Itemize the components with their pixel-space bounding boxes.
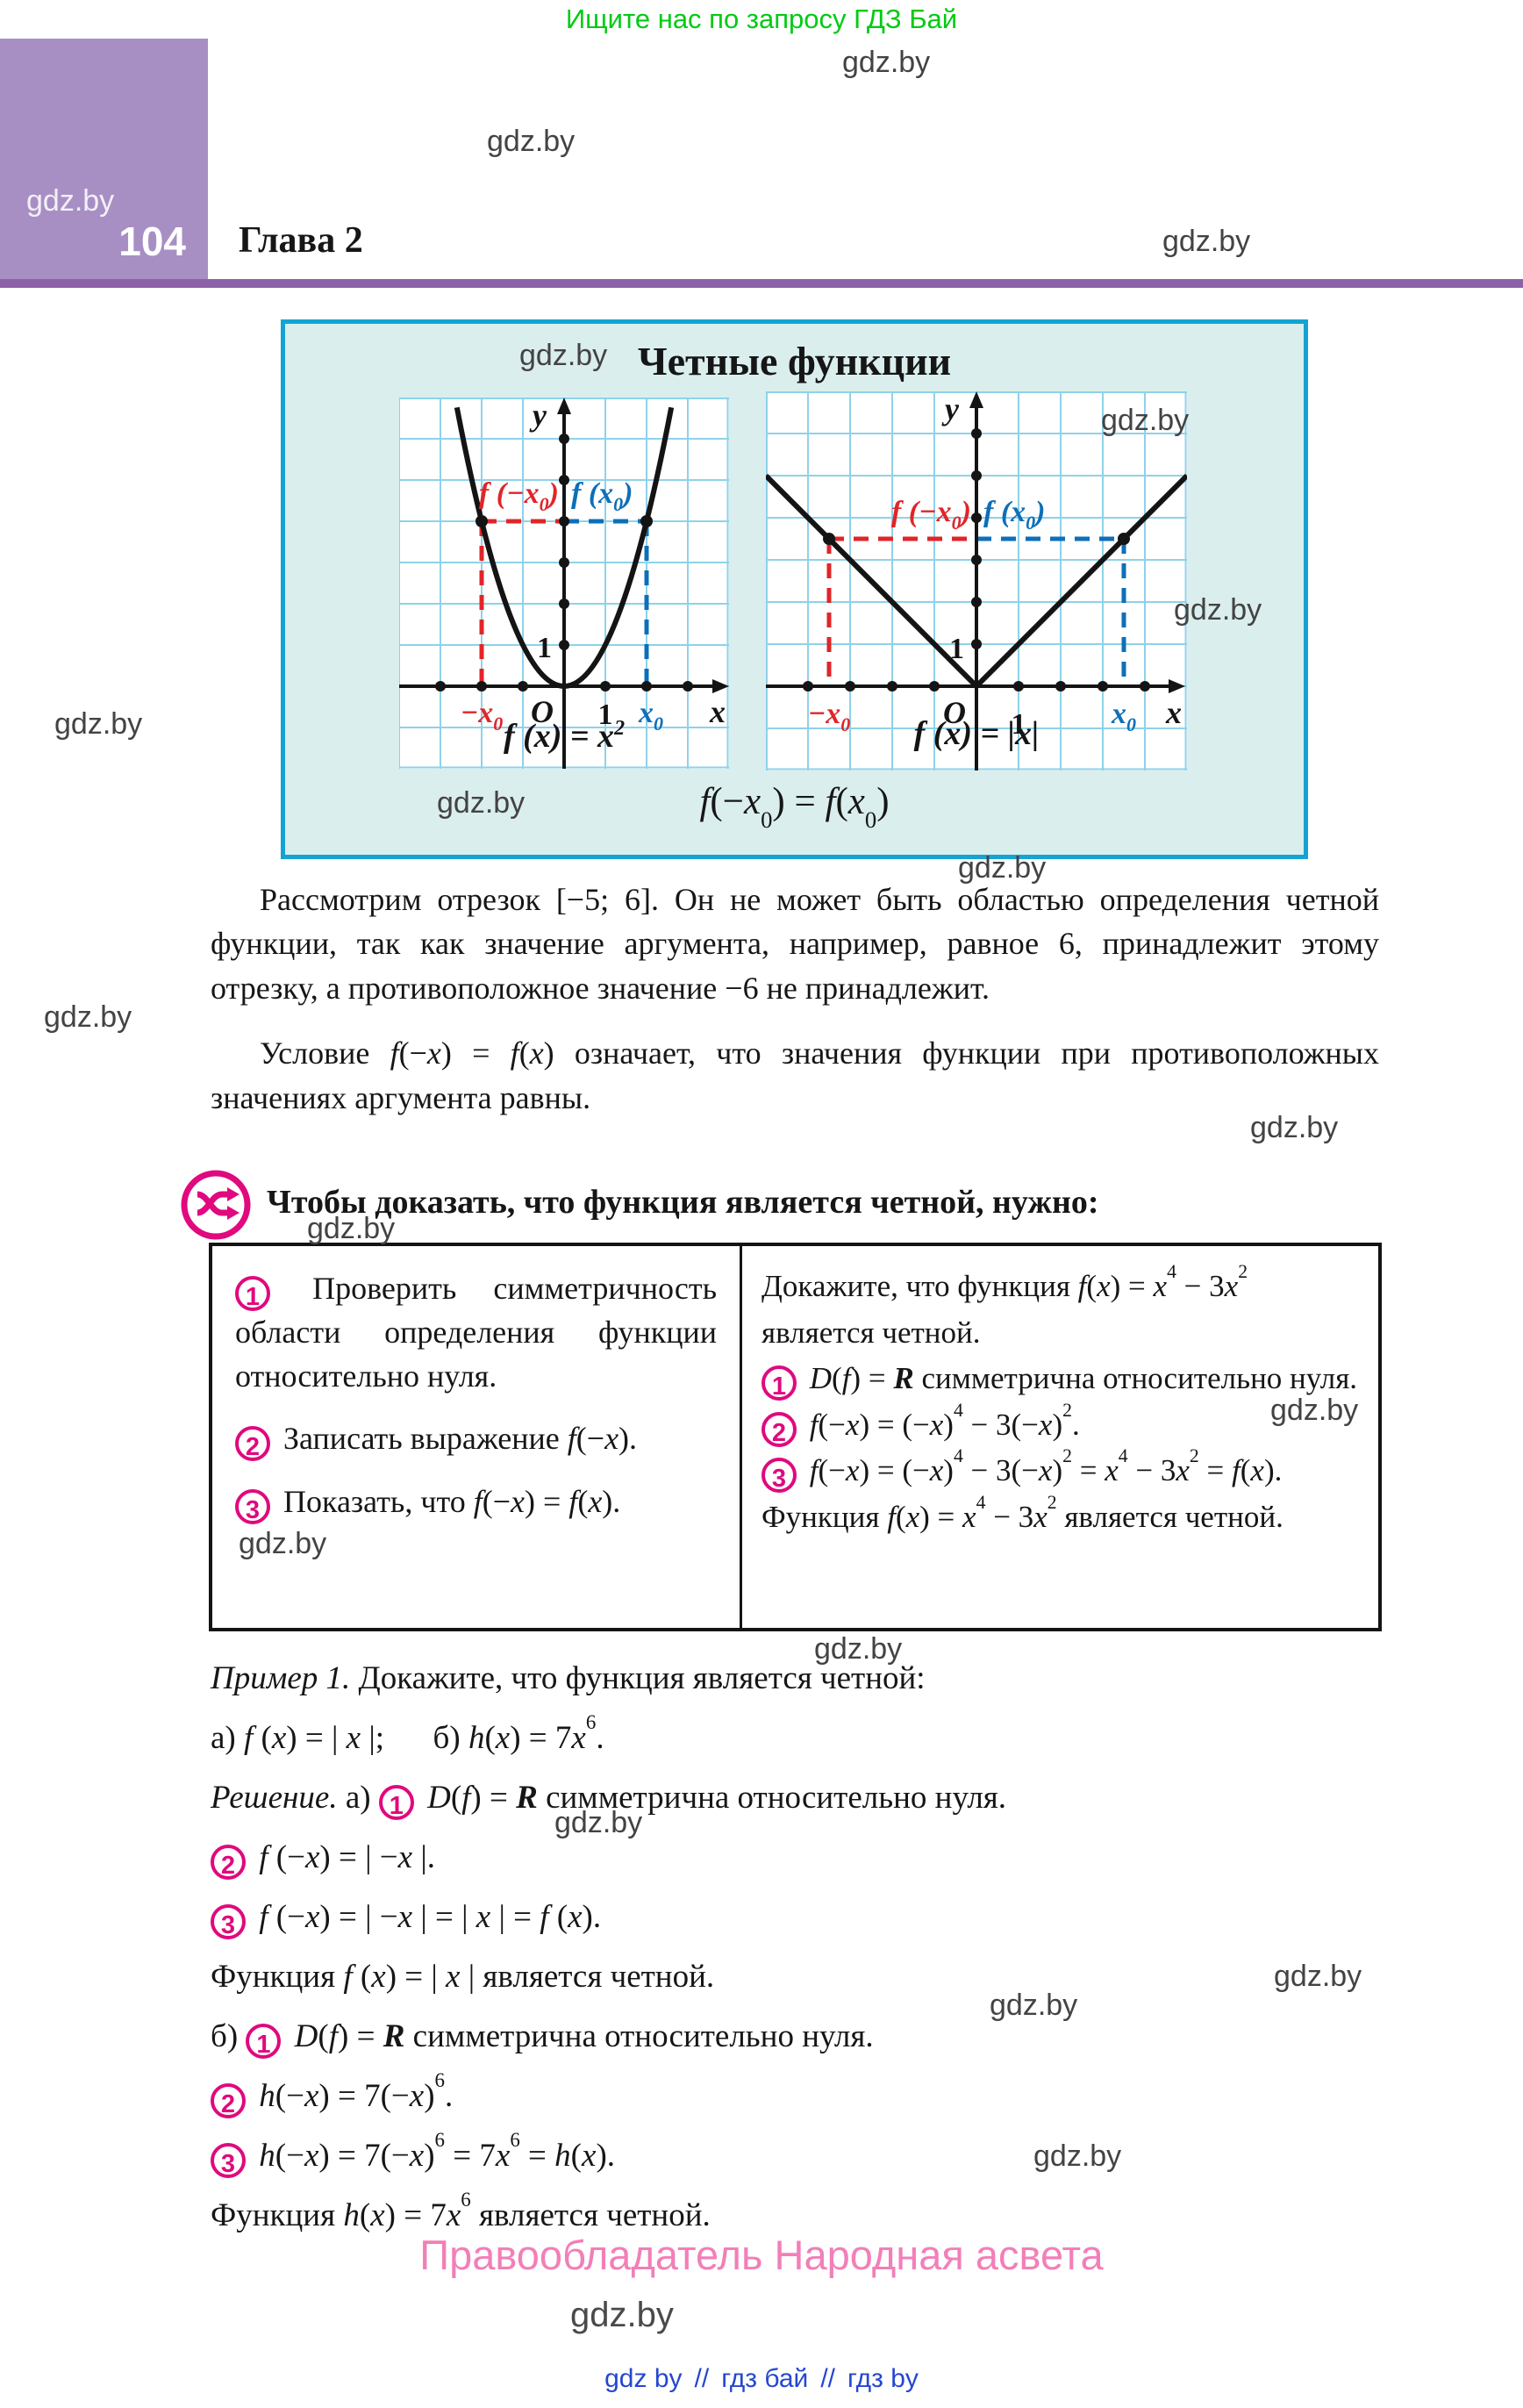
- f-x0-label: f (x0): [571, 477, 633, 515]
- axis-dots: [803, 428, 1150, 692]
- solution-line: б) 1 D(f) = R симметрична относительно н…: [211, 2017, 874, 2059]
- x0-tick-label: x0: [1111, 698, 1136, 735]
- solution-line: 3 f (−x) = | −x | = | x | = f (x).: [211, 1896, 1379, 1939]
- gdz-watermark: gdz.by: [842, 46, 931, 79]
- example1-cases: а) f (x) = | x |; б) h(x) = 7x6.: [211, 1710, 604, 1756]
- neg-x0-tick-label: −x0: [808, 698, 851, 735]
- y-axis-arrow: [969, 391, 983, 408]
- y-axis-label: y: [529, 398, 547, 433]
- x-axis-label: x: [1165, 695, 1182, 730]
- paragraph-condition: Условие f(−x) = f(x) означает, что значе…: [211, 1036, 1379, 1115]
- footer-link-gdz-by[interactable]: gdz by: [604, 2364, 683, 2393]
- algorithm-step-3: 3 Показать, что f(−x) = f(x).: [235, 1480, 717, 1525]
- gdz-watermark: gdz.by: [26, 184, 115, 218]
- parabola-curve: [454, 406, 675, 689]
- gdz-watermark: gdz.by: [487, 125, 576, 158]
- gdz-watermark: gdz.by: [1033, 2139, 1122, 2173]
- gdz-watermark: gdz.by: [239, 1527, 327, 1560]
- paragraph-segment: Рассмотрим отрезок [−5; 6]. Он не может …: [211, 882, 1379, 1006]
- footer-link-gdz-by2[interactable]: гдз by: [847, 2364, 919, 2393]
- blue-dashed-lines: [564, 519, 649, 686]
- footer-links: gdz by // гдз бай // гдз by: [0, 2364, 1523, 2394]
- y-axis-arrow: [557, 398, 571, 414]
- example-step-2: 2 f(−x) = (−x)4 − 3(−x)2.: [762, 1401, 1359, 1449]
- gdz-watermark: gdz.by: [54, 707, 143, 741]
- link-separator: //: [820, 2364, 835, 2393]
- gdz-watermark: gdz.by: [1250, 1111, 1339, 1144]
- even-function-formula: f(−x0) = f(x0): [699, 781, 890, 834]
- x0-tick-label: x0: [638, 697, 663, 735]
- example-intro: Докажите, что функция f(x) = x4 − 3x2 яв…: [762, 1261, 1248, 1350]
- solution-line: Решение. а) 1 D(f) = R симметрична относ…: [211, 1779, 1007, 1820]
- footer-link-gdz-bai[interactable]: гдз бай: [721, 2364, 809, 2393]
- axis-dots: [435, 434, 693, 692]
- one-y-label: 1: [949, 633, 964, 665]
- gdz-watermark: gdz.by: [554, 1806, 643, 1839]
- example1-heading: Пример 1. Докажите, что функция является…: [211, 1660, 926, 1696]
- gdz-watermark: gdz.by: [814, 1632, 903, 1666]
- gdz-watermark: gdz.by: [990, 1989, 1078, 2022]
- neg-x0-tick-label: −x0: [461, 697, 504, 735]
- algorithm-example-column: Докажите, что функция f(x) = x4 − 3x2 яв…: [742, 1246, 1378, 1628]
- origin-label: O: [943, 695, 966, 730]
- gdz-watermark: gdz.by: [1162, 225, 1251, 258]
- blue-dashed-lines: [976, 536, 1126, 686]
- gdz-watermark: gdz.by: [1101, 404, 1190, 437]
- gdz-watermark: gdz.by: [958, 851, 1047, 885]
- absolute-value-caption: f (x) = |x|: [914, 715, 1040, 752]
- even-functions-figure: Четные функции y: [281, 319, 1308, 859]
- red-dashed-lines: [826, 536, 976, 686]
- origin-label: O: [531, 694, 554, 729]
- solution-line: 3 h(−x) = 7(−x)6 = 7x6 = h(x).: [211, 2130, 1379, 2178]
- absolute-value-graph: y f (−x0) f (x0) 1 −x0 O 1 x0 x f (x) = …: [766, 391, 1187, 770]
- one-y-label: 1: [537, 632, 552, 664]
- absolute-value-curve: [766, 473, 1187, 691]
- top-search-banner: Ищите нас по запросу ГДЗ Бай: [565, 4, 958, 34]
- f-neg-x0-label: f (−x0): [891, 496, 971, 534]
- example-step-1: 1 D(f) = R симметрична относительно нуля…: [762, 1356, 1359, 1402]
- parabola-caption: f (x) = x2: [504, 717, 625, 755]
- gdz-watermark: gdz.by: [570, 2296, 674, 2334]
- gdz-watermark: gdz.by: [1174, 593, 1262, 627]
- header-rule: [0, 279, 1523, 288]
- publisher-note: Правообладатель Народная асвета: [419, 2232, 1104, 2278]
- solution-line: Функция f (x) = | x | является четной.: [211, 1958, 715, 1995]
- f-neg-x0-label: f (−x0): [479, 477, 559, 515]
- solution-line: Функция h(x) = 7x6 является четной.: [211, 2188, 711, 2233]
- algorithm-box: 1 Проверить симметричность области опред…: [209, 1243, 1382, 1631]
- algorithm-step-1: 1 Проверить симметричность области опред…: [235, 1271, 717, 1394]
- gdz-watermark: gdz.by: [307, 1212, 396, 1245]
- y-axis-label: y: [941, 391, 960, 426]
- gdz-watermark: gdz.by: [44, 1000, 132, 1034]
- solution-line: 2 h(−x) = 7(−x)6.: [211, 2070, 1379, 2118]
- link-separator: //: [694, 2364, 710, 2393]
- chapter-title: Глава 2: [239, 220, 363, 261]
- algorithm-heading: Чтобы доказать, что функция является чет…: [267, 1184, 1099, 1221]
- red-dashed-lines: [479, 519, 564, 686]
- page-number: 104: [118, 219, 186, 264]
- solution-line: 2 f (−x) = | −x |.: [211, 1836, 1379, 1880]
- example-conclusion: Функция f(x) = x4 − 3x2 является четной.: [762, 1491, 1283, 1534]
- algorithm-steps-column: 1 Проверить симметричность области опред…: [212, 1246, 742, 1628]
- body-text: Рассмотрим отрезок [−5; 6]. Он не может …: [211, 878, 1379, 1141]
- gdz-watermark: gdz.by: [519, 339, 608, 372]
- one-x-label: 1: [598, 699, 613, 731]
- x-axis-arrow: [712, 679, 729, 693]
- x-axis-arrow: [1169, 679, 1185, 693]
- parabola-graph: y f (−x0) f (x0) 1 −x0 O 1 x0 x f (x) = …: [399, 398, 729, 769]
- f-x0-label: f (x0): [983, 496, 1045, 534]
- gdz-watermark: gdz.by: [1274, 1960, 1362, 1993]
- figure-title: Четные функции: [637, 339, 952, 383]
- example-step-3: 3 f(−x) = (−x)4 − 3(−x)2 = x4 − 3x2 = f(…: [762, 1446, 1359, 1494]
- x-axis-label: x: [709, 694, 726, 729]
- one-x-label: 1: [1012, 708, 1026, 741]
- example1-section: Пример 1. Докажите, что функция является…: [211, 1657, 1379, 2254]
- page-number-block: [0, 39, 208, 281]
- gdz-watermark: gdz.by: [437, 786, 526, 820]
- shuffle-icon: [178, 1167, 254, 1243]
- gdz-watermark: gdz.by: [1270, 1394, 1359, 1427]
- algorithm-step-2: 2 Записать выражение f(−x).: [235, 1417, 717, 1462]
